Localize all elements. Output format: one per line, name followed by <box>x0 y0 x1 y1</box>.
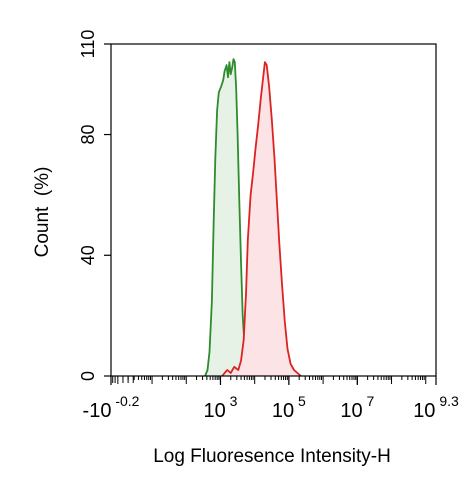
x-tick-label: 10 9.3 <box>413 393 459 422</box>
y-axis: 0 40 80 110 <box>78 30 111 381</box>
series-layer <box>204 58 302 377</box>
y-axis-label: Count (%) <box>32 167 53 258</box>
y-tick-label: 0 <box>78 371 98 381</box>
x-axis: -10 -0.2 10 3 10 5 10 7 10 9.3 <box>83 376 459 422</box>
y-tick-label: 110 <box>78 30 98 59</box>
series-1-line <box>204 58 253 377</box>
x-tick-label: 10 5 <box>272 393 306 422</box>
x-tick-label: -10 -0.2 <box>83 393 140 422</box>
plot-frame <box>110 43 437 377</box>
x-axis-label: Log Fluoresence Intensity-H <box>153 446 391 467</box>
x-tick-label: 10 3 <box>204 393 238 422</box>
y-tick-label: 80 <box>78 125 98 145</box>
y-tick-label: 40 <box>78 245 98 265</box>
series-2-area <box>222 62 301 376</box>
series-2-line <box>221 61 302 377</box>
x-tick-label: 10 7 <box>340 393 374 422</box>
